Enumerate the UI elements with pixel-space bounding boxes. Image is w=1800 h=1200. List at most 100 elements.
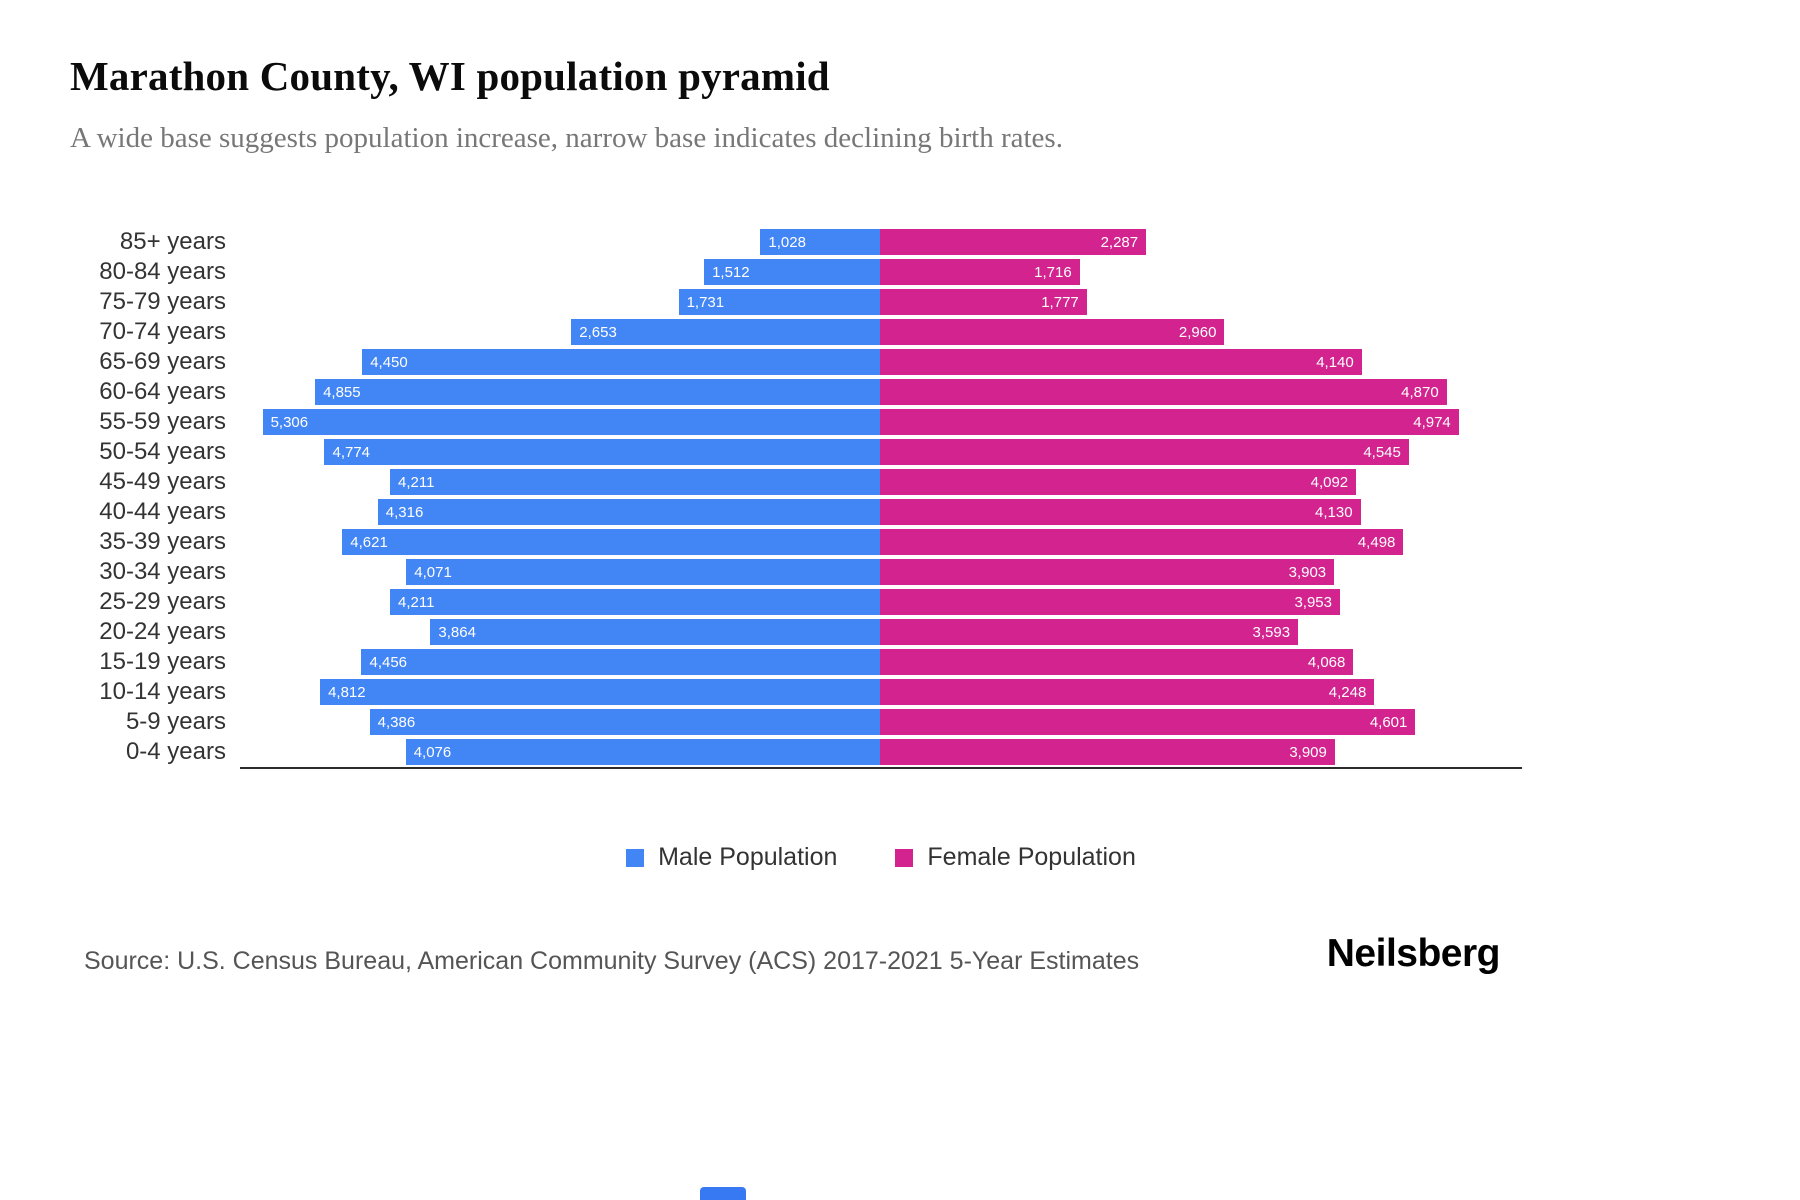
female-bar: 2,287 [880, 229, 1147, 255]
page: Marathon County, WI population pyramid A… [70, 53, 1522, 975]
pyramid-row: 40-44 years 4,316 4,130 [70, 497, 1500, 527]
y-axis-label: 0-4 years [125, 738, 226, 765]
male-bar: 4,456 [361, 649, 880, 675]
male-bar: 4,812 [320, 679, 880, 705]
y-axis-label: 50-54 years [99, 438, 226, 465]
male-bar: 1,731 [678, 289, 880, 315]
y-axis-label: 5-9 years [125, 708, 226, 735]
female-value-label: 4,130 [1315, 503, 1353, 521]
female-bar: 4,092 [880, 469, 1357, 495]
male-bar: 5,306 [262, 409, 880, 435]
female-value-label: 4,870 [1401, 383, 1439, 401]
male-bar: 2,653 [571, 319, 880, 345]
y-axis-label: 85+ years [119, 228, 226, 255]
male-bar: 1,028 [760, 229, 880, 255]
female-value-label: 3,903 [1288, 563, 1327, 581]
male-bar: 4,386 [369, 709, 880, 735]
female-value-label: 3,953 [1294, 593, 1332, 611]
legend-item: Female Population [895, 843, 1136, 872]
female-bar: 4,974 [880, 409, 1459, 435]
y-axis-label: 60-64 years [99, 378, 226, 405]
male-value-label: 1,512 [712, 263, 750, 281]
male-value-label: 3,864 [438, 623, 476, 641]
female-value-label: 4,068 [1307, 653, 1346, 671]
female-value-label: 1,777 [1041, 293, 1079, 311]
y-axis-label: 35-39 years [99, 528, 226, 555]
y-axis-label: 40-44 years [99, 498, 226, 525]
pyramid-row: 35-39 years 4,621 4,498 [70, 527, 1500, 557]
female-value-label: 2,960 [1178, 323, 1217, 341]
y-axis-label: 70-74 years [99, 318, 226, 345]
female-bar: 3,909 [880, 739, 1335, 765]
female-bar: 1,777 [880, 289, 1087, 315]
y-axis-label: 80-84 years [99, 258, 226, 285]
female-bar: 3,953 [880, 589, 1340, 615]
male-value-label: 4,211 [398, 473, 435, 491]
source-attribution: Source: U.S. Census Bureau, American Com… [84, 947, 1140, 975]
male-bar: 4,855 [315, 379, 880, 405]
female-bar: 4,068 [880, 649, 1354, 675]
neilsberg-logo: Neilsberg [1326, 932, 1501, 975]
pyramid-row: 30-34 years 4,071 3,903 [70, 557, 1500, 587]
female-bar: 3,903 [880, 559, 1335, 585]
female-bar: 1,716 [880, 259, 1080, 285]
female-value-label: 4,248 [1328, 683, 1367, 701]
pyramid-row: 70-74 years 2,653 2,960 [70, 317, 1500, 347]
female-value-label: 4,545 [1363, 443, 1401, 461]
y-axis-label: 15-19 years [99, 648, 226, 675]
male-bar: 3,864 [430, 619, 880, 645]
male-value-label: 4,076 [413, 743, 452, 761]
male-value-label: 4,855 [323, 383, 361, 401]
chart-title: Marathon County, WI population pyramid [70, 53, 830, 99]
female-value-label: 4,140 [1316, 353, 1354, 371]
female-value-label: 4,092 [1310, 473, 1349, 491]
legend-label: Female Population [927, 843, 1136, 871]
female-bar: 4,545 [880, 439, 1409, 465]
chart-subtitle: A wide base suggests population increase… [70, 122, 1063, 154]
legend-label: Male Population [658, 843, 838, 871]
male-value-label: 4,316 [385, 503, 424, 521]
pyramid-row: 50-54 years 4,774 4,545 [70, 437, 1500, 467]
population-pyramid-chart: 85+ years 1,028 2,287 80-84 years 1,512 1,716… [70, 227, 1522, 769]
legend-swatch-icon [626, 848, 645, 867]
male-value-label: 1,028 [768, 233, 806, 251]
pyramid-row: 45-49 years 4,211 4,092 [70, 467, 1500, 497]
female-bar: 4,140 [880, 349, 1362, 375]
female-bar: 2,960 [880, 319, 1225, 345]
female-value-label: 3,593 [1252, 623, 1291, 641]
pyramid-row: 10-14 years 4,812 4,248 [70, 677, 1500, 707]
female-bar: 3,593 [880, 619, 1299, 645]
male-value-label: 2,653 [579, 323, 617, 341]
y-axis-label: 65-69 years [99, 348, 226, 375]
female-value-label: 1,716 [1034, 263, 1072, 281]
male-bar: 4,211 [390, 589, 880, 615]
y-axis-label: 30-34 years [99, 558, 226, 585]
legend-swatch-icon [895, 848, 914, 867]
pyramid-row: 85+ years 1,028 2,287 [70, 227, 1500, 257]
legend-item: Male Population [626, 843, 837, 872]
male-bar: 4,071 [406, 559, 880, 585]
female-value-label: 4,498 [1357, 533, 1396, 551]
male-bar: 4,621 [342, 529, 880, 555]
legend: Male Population Female Population [240, 843, 1522, 872]
male-bar: 4,316 [377, 499, 880, 525]
female-bar: 4,130 [880, 499, 1361, 525]
male-bar: 1,512 [704, 259, 880, 285]
pyramid-row: 15-19 years 4,456 4,068 [70, 647, 1500, 677]
female-value-label: 4,601 [1369, 713, 1408, 731]
x-axis-line [240, 767, 1522, 769]
male-bar: 4,211 [390, 469, 880, 495]
y-axis-label: 45-49 years [99, 468, 226, 495]
male-value-label: 5,306 [270, 413, 309, 431]
y-axis-label: 20-24 years [99, 618, 226, 645]
female-bar: 4,601 [880, 709, 1416, 735]
pyramid-row: 20-24 years 3,864 3,593 [70, 617, 1500, 647]
bottom-edge-artifact [700, 1187, 746, 1200]
female-bar: 4,498 [880, 529, 1404, 555]
pyramid-rows: 85+ years 1,028 2,287 80-84 years 1,512 1,716… [70, 227, 1500, 767]
y-axis-label: 10-14 years [99, 678, 226, 705]
male-bar: 4,076 [405, 739, 880, 765]
male-bar: 4,450 [362, 349, 880, 375]
y-axis-label: 55-59 years [99, 408, 226, 435]
male-value-label: 4,774 [332, 443, 371, 461]
